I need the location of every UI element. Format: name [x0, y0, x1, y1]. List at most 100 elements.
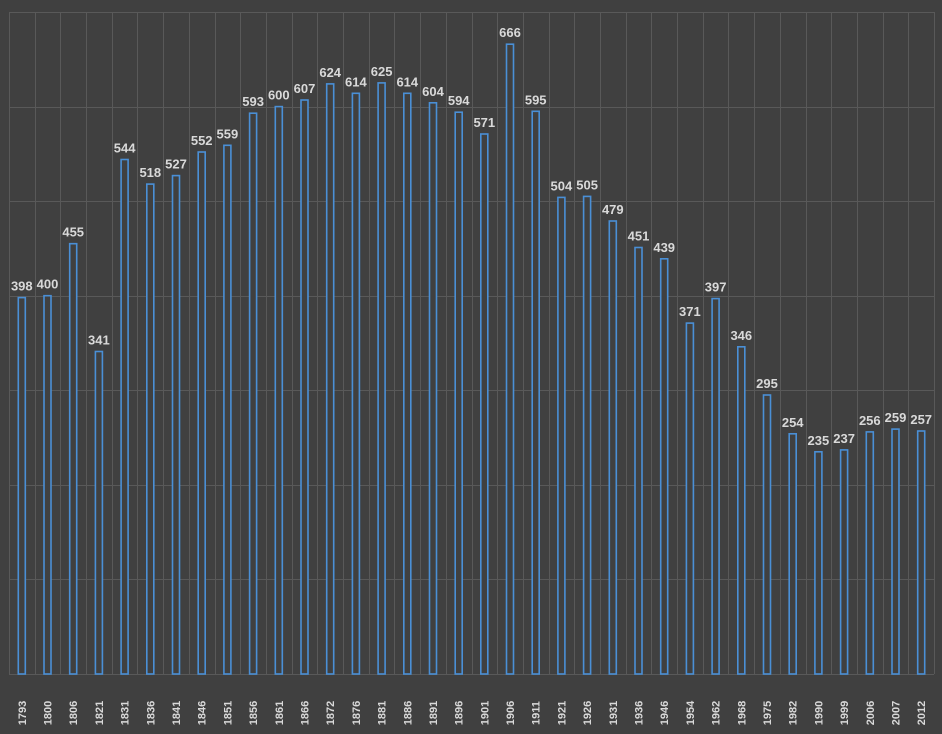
bar-1831 [120, 158, 129, 675]
x-tick-label-1836: 1836 [145, 701, 157, 725]
x-tick-label-1841: 1841 [171, 701, 183, 725]
x-tick-label-1846: 1846 [197, 701, 209, 725]
bar-1866 [300, 99, 309, 675]
bar-1901 [479, 133, 489, 675]
bar-1793 [17, 296, 27, 675]
bars [17, 43, 926, 675]
x-tick-label-1999: 1999 [839, 701, 851, 725]
bar-1975 [762, 394, 772, 675]
x-tick-label-1856: 1856 [248, 701, 260, 725]
data-label-1901: 571 [473, 115, 495, 130]
data-label-1861: 600 [268, 88, 290, 103]
x-tick-label-1886: 1886 [402, 701, 414, 725]
bar-2006 [865, 431, 875, 675]
bar-1911 [531, 110, 541, 675]
x-tick-label-1831: 1831 [120, 701, 132, 725]
data-label-1876: 614 [345, 74, 367, 89]
x-tick-label-1931: 1931 [608, 701, 620, 725]
data-label-2012: 257 [910, 412, 932, 427]
data-label-1836: 518 [139, 165, 161, 180]
data-label-1831: 544 [114, 141, 136, 156]
data-label-1975: 295 [756, 376, 778, 391]
data-label-1821: 341 [88, 333, 110, 348]
gridlines [9, 12, 935, 675]
x-tick-label-1851: 1851 [222, 701, 234, 725]
x-tick-label-1896: 1896 [454, 701, 466, 725]
data-label-1886: 614 [396, 74, 418, 89]
x-tick-label-2006: 2006 [865, 701, 877, 725]
x-tick-label-1990: 1990 [813, 701, 825, 725]
bar-1846 [197, 151, 206, 675]
bar-1861 [274, 105, 284, 675]
data-label-1982: 254 [782, 415, 804, 430]
bar-1921 [557, 196, 566, 675]
data-label-1841: 527 [165, 157, 187, 172]
x-tick-label-1911: 1911 [531, 701, 543, 725]
x-tick-label-1821: 1821 [94, 701, 106, 725]
x-tick-label-1962: 1962 [711, 701, 723, 725]
x-tick-label-1891: 1891 [428, 701, 440, 725]
data-label-1866: 607 [294, 81, 316, 96]
bar-1962 [711, 297, 720, 675]
x-tick-label-1906: 1906 [505, 701, 517, 725]
x-tick-label-1975: 1975 [762, 701, 774, 725]
data-label-1990: 235 [808, 433, 830, 448]
bar-1946 [659, 257, 669, 675]
bar-1876 [351, 92, 361, 675]
bar-1821 [94, 350, 104, 675]
bar-2012 [916, 430, 926, 675]
bar-2007 [891, 428, 900, 675]
data-label-1936: 451 [628, 229, 650, 244]
data-label-1926: 505 [576, 177, 598, 192]
data-label-1851: 559 [217, 126, 239, 141]
x-tick-label-1954: 1954 [685, 700, 697, 725]
data-label-1881: 625 [371, 64, 393, 79]
bar-1800 [43, 294, 52, 675]
bar-1856 [248, 112, 258, 675]
bar-1999 [839, 449, 849, 675]
bar-1954 [685, 322, 695, 675]
x-tick-label-1881: 1881 [377, 701, 389, 725]
bar-1968 [736, 345, 746, 675]
data-label-1896: 594 [448, 93, 470, 108]
bar-1931 [608, 220, 618, 675]
bar-1806 [68, 242, 78, 675]
x-tick-label-1926: 1926 [582, 701, 594, 725]
x-tick-label-1921: 1921 [556, 701, 568, 725]
data-label-1962: 397 [705, 280, 727, 295]
bar-1926 [582, 195, 592, 675]
bar-1906 [505, 43, 515, 675]
x-tick-label-1872: 1872 [325, 701, 337, 725]
x-tick-label-1946: 1946 [659, 701, 671, 725]
bar-1990 [814, 450, 823, 675]
x-tick-label-2007: 2007 [891, 701, 903, 725]
x-tick-label-1806: 1806 [68, 701, 80, 725]
bar-1836 [146, 183, 155, 675]
x-tick-label-1968: 1968 [736, 701, 748, 725]
data-label-2006: 256 [859, 413, 881, 428]
data-label-1999: 237 [833, 431, 855, 446]
data-label-1806: 455 [62, 225, 84, 240]
data-label-1931: 479 [602, 202, 624, 217]
bar-1872 [325, 83, 335, 675]
bar-1891 [428, 102, 438, 675]
bar-1896 [454, 111, 464, 675]
bar-1851 [223, 144, 232, 675]
data-label-1906: 666 [499, 25, 521, 40]
x-tick-label-1800: 1800 [43, 701, 55, 725]
bar-1936 [634, 246, 643, 675]
data-label-1968: 346 [730, 328, 752, 343]
x-tick-label-1861: 1861 [274, 701, 286, 725]
data-label-1946: 439 [653, 240, 675, 255]
bar-1841 [171, 174, 181, 675]
data-label-1846: 552 [191, 133, 213, 148]
x-tick-label-1793: 1793 [17, 701, 29, 725]
bar-1881 [377, 82, 386, 675]
x-axis-ticks: 1793 1800 1806 1821 1831 1836 1841 1846 1851 1856… [17, 700, 928, 725]
data-label-2007: 259 [885, 410, 907, 425]
data-label-1800: 400 [37, 277, 59, 292]
x-tick-label-1901: 1901 [479, 701, 491, 725]
